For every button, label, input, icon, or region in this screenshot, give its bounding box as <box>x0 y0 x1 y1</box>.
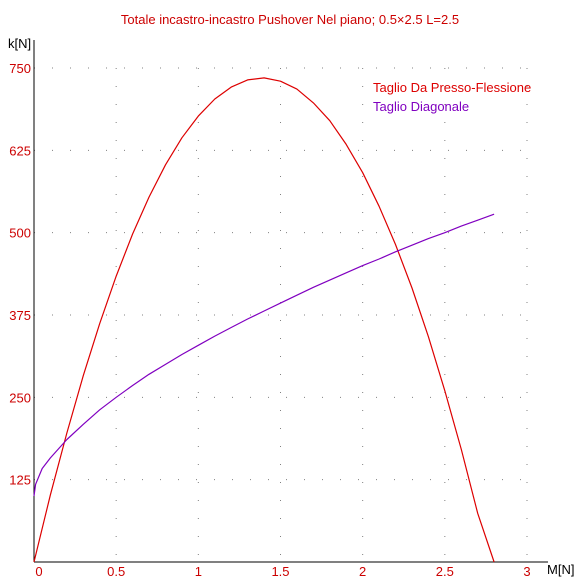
x-tick-label: 1.5 <box>271 564 289 579</box>
series <box>33 77 495 563</box>
x-tick-label: 2.5 <box>436 564 454 579</box>
x-tick-label: 2 <box>359 564 366 579</box>
x-tick-label: 1 <box>195 564 202 579</box>
series-line-2 <box>33 213 495 497</box>
legend-entry-1: Taglio Da Presso-Flessione <box>373 80 531 95</box>
y-tick-label: 375 <box>9 308 31 323</box>
chart-title: Totale incastro-incastro Pushover Nel pi… <box>121 12 459 27</box>
y-axis-label: k[N] <box>8 36 31 51</box>
y-tick-label: 250 <box>9 390 31 405</box>
axes <box>33 40 548 563</box>
y-tick-label: 750 <box>9 61 31 76</box>
x-tick-label: 3 <box>523 564 530 579</box>
y-tick-label: 500 <box>9 226 31 241</box>
legend-entry-2: Taglio Diagonale <box>373 99 469 114</box>
y-tick-label: 625 <box>9 143 31 158</box>
series-line-1 <box>33 77 495 563</box>
x-tick-label: 0.5 <box>107 564 125 579</box>
legend: Taglio Da Presso-Flessione Taglio Diagona… <box>373 80 531 114</box>
x-tick-label: 0 <box>35 564 42 579</box>
x-axis-label: M[N] <box>547 562 574 577</box>
grid <box>34 67 528 562</box>
y-tick-label: 125 <box>9 473 31 488</box>
tick-labels: 0 0.5 1 1.5 2 2.5 3 125 250 375 500 625 750 <box>9 61 530 579</box>
